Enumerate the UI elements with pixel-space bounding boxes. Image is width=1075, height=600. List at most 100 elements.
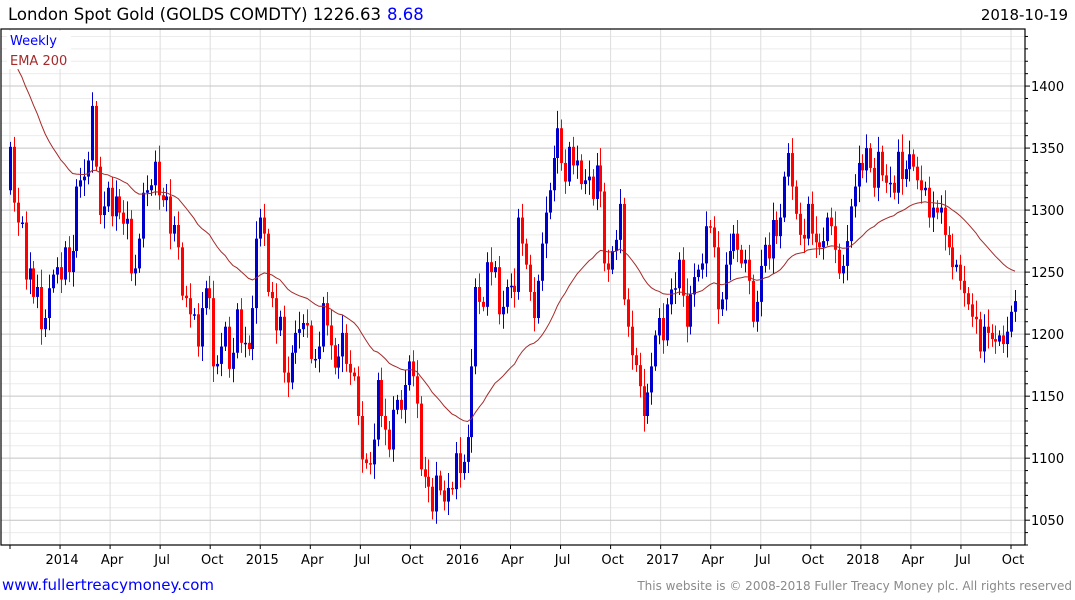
candle — [177, 211, 180, 260]
candle-body — [994, 339, 997, 342]
candle — [361, 401, 364, 473]
candle-body — [208, 288, 211, 299]
candle — [678, 252, 681, 295]
candle-body — [459, 453, 462, 474]
candle — [998, 330, 1001, 347]
candle — [991, 324, 994, 347]
candle-body — [451, 487, 454, 490]
candle-body — [537, 280, 540, 319]
candle — [259, 208, 262, 247]
candle — [772, 202, 775, 275]
candle-body — [474, 287, 477, 367]
candle — [889, 166, 892, 198]
candle — [639, 352, 642, 398]
candle — [611, 246, 614, 275]
candle-body — [944, 207, 947, 235]
candle-body — [775, 220, 778, 237]
candle-body — [349, 363, 352, 373]
candle — [580, 154, 583, 190]
candle-body — [435, 475, 438, 512]
candle-body — [185, 295, 188, 299]
candle — [107, 181, 110, 212]
candle — [748, 244, 751, 295]
candle-body — [283, 316, 286, 373]
candle-body — [263, 217, 266, 234]
candle-body — [998, 335, 1001, 342]
candle — [553, 145, 556, 202]
candle-body — [740, 249, 743, 264]
candle — [568, 141, 571, 187]
candle-body — [189, 298, 192, 315]
candle-body — [341, 332, 344, 357]
candle-body — [412, 361, 415, 377]
candle — [811, 191, 814, 245]
candle-body — [940, 207, 943, 213]
x-tick-label: Jul — [954, 553, 971, 568]
candle — [912, 149, 915, 172]
candle — [267, 228, 270, 297]
candle — [427, 459, 430, 503]
candle-body — [56, 267, 59, 275]
candle — [72, 234, 75, 287]
candle-body — [517, 217, 520, 292]
candle-body — [991, 332, 994, 340]
candle — [599, 148, 602, 208]
candle-body — [779, 217, 782, 237]
candle-body — [854, 186, 857, 207]
candle — [506, 279, 509, 314]
candle-body — [17, 202, 20, 223]
y-tick-label: 1400 — [1031, 80, 1064, 95]
candle-body — [146, 190, 149, 193]
candle — [224, 321, 227, 352]
candle — [341, 315, 344, 373]
candle-body — [682, 259, 685, 296]
candle-body — [709, 226, 712, 228]
candle — [373, 423, 376, 479]
candle — [709, 220, 712, 234]
candle — [470, 349, 473, 453]
candle-body — [955, 264, 958, 268]
x-tick-label: Jul — [354, 553, 371, 568]
candle-body — [795, 186, 798, 214]
candle — [873, 158, 876, 197]
candle-body — [850, 206, 853, 242]
candle — [369, 451, 372, 475]
candle — [615, 229, 618, 260]
candle-body — [83, 176, 86, 181]
candle-body — [396, 399, 399, 410]
candle — [721, 291, 724, 317]
candle — [75, 179, 78, 258]
candle — [244, 326, 247, 358]
candle-body — [404, 384, 407, 410]
candle — [948, 226, 951, 256]
candle — [697, 264, 700, 282]
candle-body — [158, 161, 161, 196]
candle-body — [1002, 335, 1005, 345]
candle — [310, 320, 313, 364]
candle-body — [541, 243, 544, 281]
x-tick-label: Jul — [554, 553, 571, 568]
candle-body — [353, 372, 356, 377]
candle — [908, 140, 911, 182]
candle-body — [717, 247, 720, 310]
candle-body — [494, 267, 497, 273]
website-link[interactable]: www.fullertreacymoney.com — [2, 576, 214, 594]
candle-body — [377, 380, 380, 440]
x-tick-label: Apr — [902, 553, 925, 568]
candle — [592, 169, 595, 206]
candle — [1014, 289, 1017, 322]
x-tick-label: 2016 — [446, 553, 479, 568]
candle-body — [607, 263, 610, 270]
candle — [459, 437, 462, 488]
candle — [115, 180, 118, 231]
candle — [255, 221, 258, 324]
candle — [807, 196, 810, 246]
candle-body — [721, 299, 724, 310]
candle — [502, 290, 505, 329]
candle — [126, 201, 129, 240]
candle-body — [72, 251, 75, 273]
candle-body — [584, 180, 587, 185]
candle — [779, 203, 782, 249]
candle-body — [271, 291, 274, 299]
candle-body — [490, 262, 493, 273]
